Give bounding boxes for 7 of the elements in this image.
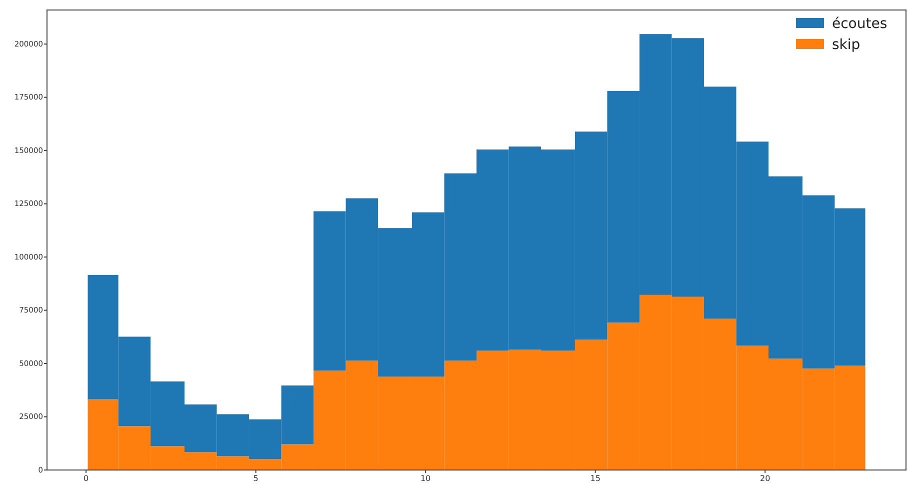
x-tick-label: 5: [253, 474, 258, 483]
legend-label: skip: [832, 36, 860, 53]
legend-label: écoutes: [832, 16, 888, 32]
x-tick-label: 0: [84, 474, 89, 483]
x-tick-label: 10: [420, 474, 431, 483]
x-tick-label: 20: [760, 474, 770, 483]
x-tick-label: 15: [590, 474, 600, 483]
